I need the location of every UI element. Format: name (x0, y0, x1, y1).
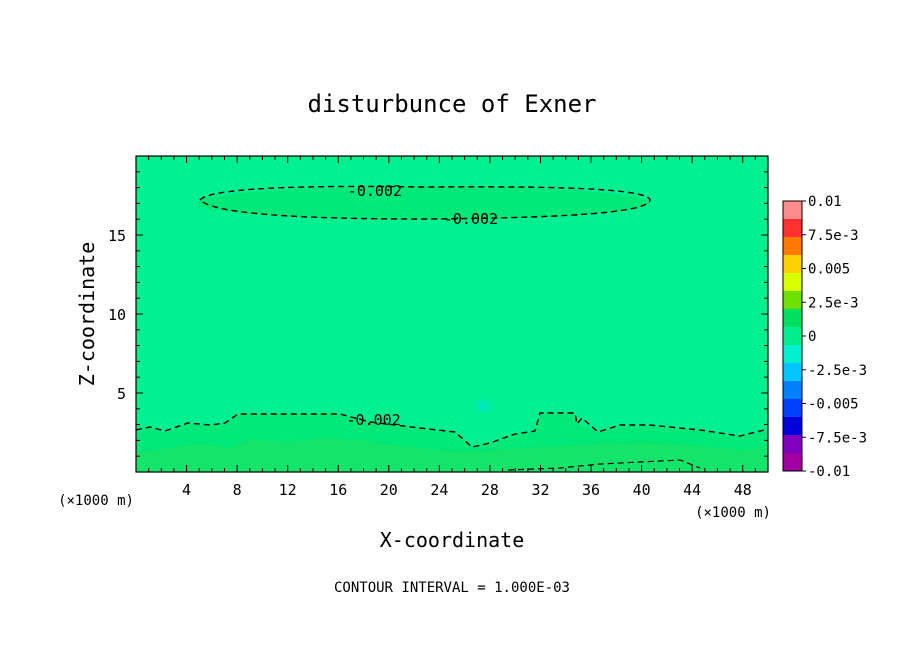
colorbar-swatch (783, 327, 802, 346)
x-tick-label: 28 (481, 481, 499, 499)
plot-field (136, 156, 768, 472)
colorbar-label: -7.5e-3 (808, 430, 867, 446)
x-tick-label: 8 (233, 481, 242, 499)
weak-center-spot (471, 397, 495, 415)
upper-negative-region (198, 186, 650, 220)
contour-label: -0.002 (444, 210, 498, 228)
contour-labels: -0.002 -0.002 -0.002 (347, 182, 499, 429)
x-tick-label: 16 (329, 481, 347, 499)
colorbar-swatch (783, 363, 802, 382)
colorbar-swatch (783, 345, 802, 364)
x-tick-label: 24 (430, 481, 448, 499)
x-tick-label: 36 (582, 481, 600, 499)
x-tick-label: 32 (531, 481, 549, 499)
x-unit-right: (×1000 m) (695, 505, 771, 521)
x-tick-label: 4 (182, 481, 191, 499)
colorbar-swatch (783, 219, 802, 238)
colorbar-swatch (783, 291, 802, 310)
colorbar: 0.01 7.5e-3 0.005 2.5e-3 0 -2.5e-3 -0.005 -7.5e… (782, 194, 867, 480)
colorbar-label: -0.01 (808, 464, 850, 480)
contour-label: -0.002 (348, 182, 402, 200)
colorbar-swatch (783, 435, 802, 454)
colorbar-label: -0.005 (808, 397, 859, 413)
colorbar-swatch (783, 255, 802, 274)
x-tick-labels: 4 8 12 16 20 24 28 32 36 40 44 48 (182, 481, 752, 499)
y-tick-label: 10 (108, 306, 126, 324)
y-tick-label: 15 (108, 227, 126, 245)
x-tick-label: 12 (279, 481, 297, 499)
colorbar-label: -2.5e-3 (808, 363, 867, 379)
colorbar-swatch (783, 309, 802, 328)
x-tick-label: 40 (633, 481, 651, 499)
colorbar-label: 0.01 (808, 194, 842, 210)
contour-label: -0.002 (347, 411, 401, 429)
contour-interval-note: CONTOUR INTERVAL = 1.000E-03 (334, 580, 570, 596)
upper-contour-line (199, 185, 651, 220)
x-tick-label: 48 (734, 481, 752, 499)
y-tick-labels: 5 10 15 (108, 227, 126, 403)
colorbar-swatch (783, 237, 802, 256)
chart-title: disturbunce of Exner (308, 90, 597, 118)
colorbar-swatch (783, 417, 802, 436)
x-tick-label: 20 (380, 481, 398, 499)
colorbar-label: 0.005 (808, 262, 850, 278)
colorbar-swatch (783, 399, 802, 418)
colorbar-label: 0 (808, 329, 816, 345)
y-tick-label: 5 (117, 385, 126, 403)
colorbar-swatch (783, 453, 802, 472)
colorbar-label: 7.5e-3 (808, 228, 859, 244)
colorbar-swatch (783, 273, 802, 292)
x-tick-label: 44 (683, 481, 701, 499)
axis-ticks (136, 156, 768, 472)
colorbar-swatch (783, 381, 802, 400)
bottom-contour-line (507, 459, 701, 471)
x-axis-label: X-coordinate (380, 528, 525, 552)
y-axis-label: Z-coordinate (75, 242, 99, 387)
colorbar-label: 2.5e-3 (808, 295, 859, 311)
colorbar-swatch (783, 201, 802, 220)
x-unit-left: (×1000 m) (58, 493, 134, 509)
